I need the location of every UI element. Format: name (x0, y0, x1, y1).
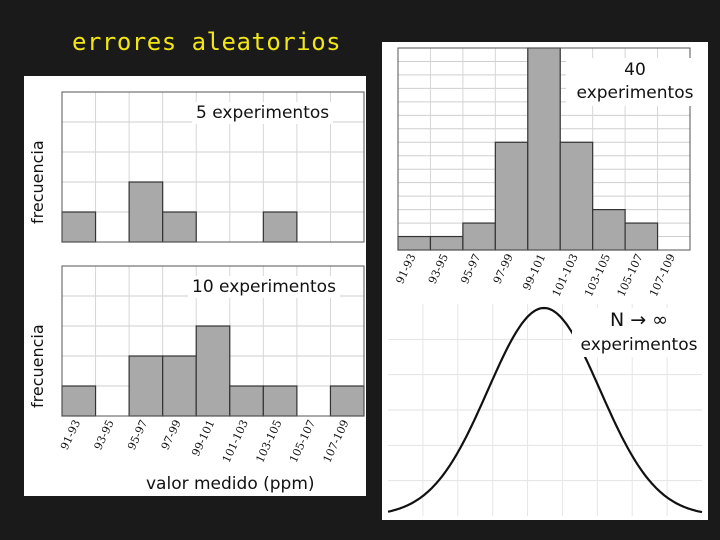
plot-frame (61, 91, 365, 243)
tick-label-97-99: 97-99 (491, 252, 516, 286)
caption-40-number: 40 (624, 60, 646, 80)
bar-95-97 (462, 222, 496, 251)
tick-label-93-95: 93-95 (92, 418, 117, 452)
bar-91-93 (61, 385, 97, 417)
bar-95-97 (128, 181, 164, 243)
caption-infinite-label: experimentos (580, 334, 698, 355)
tick-label-91-93: 91-93 (393, 252, 418, 286)
bar-99-101 (527, 47, 561, 251)
bar-91-93 (61, 211, 97, 243)
bar-95-97 (128, 355, 164, 417)
tick-label-91-93: 91-93 (58, 418, 83, 452)
plot-frame (397, 47, 691, 251)
bar-91-93 (397, 235, 432, 251)
bar-101-103 (229, 385, 264, 417)
bar-97-99 (162, 211, 197, 243)
bar-97-99 (494, 141, 529, 251)
y-axis-label-bottom: frecuencia (28, 324, 47, 408)
bar-103-105 (262, 385, 298, 417)
tick-label-101-103: 101-103 (220, 418, 251, 465)
tick-label-103-105: 103-105 (582, 252, 613, 299)
right-bottom-chart-panel: N → ∞ experimentos (382, 300, 708, 520)
tick-label-101-103: 101-103 (550, 252, 581, 299)
bar-101-103 (559, 141, 594, 251)
caption-10-experimentos: 10 experimentos (188, 276, 340, 298)
tick-label-105-107: 105-107 (287, 418, 318, 465)
tick-label-99-101: 99-101 (189, 418, 217, 459)
bar-99-101 (195, 325, 231, 417)
tick-label-95-97: 95-97 (458, 252, 483, 286)
caption-5-experimentos: 5 experimentos (192, 102, 334, 124)
x-axis-label: valor medido (ppm) (142, 472, 319, 496)
bar-107-109 (329, 385, 365, 417)
tick-label-103-105: 103-105 (253, 418, 284, 465)
bar-97-99 (162, 355, 197, 417)
bar-105-107 (624, 222, 659, 251)
right-top-chart-panel: 91-93 93-95 95-97 97-99 99-101 101-103 103-105… (382, 42, 708, 300)
caption-infinite-symbol: N → ∞ (609, 309, 669, 331)
bar-93-95 (429, 235, 464, 251)
normal-curve-line (387, 306, 703, 514)
tick-label-97-99: 97-99 (159, 418, 184, 452)
caption-infinite-experimentos: N → ∞ experimentos (572, 308, 706, 357)
tick-label-99-101: 99-101 (520, 252, 548, 293)
tick-label-107-109: 107-109 (321, 418, 352, 465)
plot-frame (61, 265, 365, 417)
normal-curve-chart (387, 304, 703, 516)
y-axis-label-top: frecuencia (28, 140, 47, 224)
tick-label-105-107: 105-107 (615, 252, 646, 299)
tick-label-95-97: 95-97 (125, 418, 150, 452)
bar-103-105 (262, 211, 298, 243)
caption-40-label: experimentos (576, 82, 694, 103)
tick-label-93-95: 93-95 (426, 252, 451, 286)
left-chart-panel: 91-93 93-95 95-97 97-99 99-101 101-103 103-105… (24, 76, 366, 496)
slide-title: errores aleatorios (72, 28, 342, 56)
caption-40-experimentos: 40 experimentos (566, 58, 704, 106)
left-charts-svg: 91-93 93-95 95-97 97-99 99-101 101-103 103-105… (58, 91, 365, 465)
tick-label-107-109: 107-109 (647, 252, 678, 299)
normal-curve-svg (387, 304, 703, 516)
bar-103-105 (592, 209, 626, 251)
